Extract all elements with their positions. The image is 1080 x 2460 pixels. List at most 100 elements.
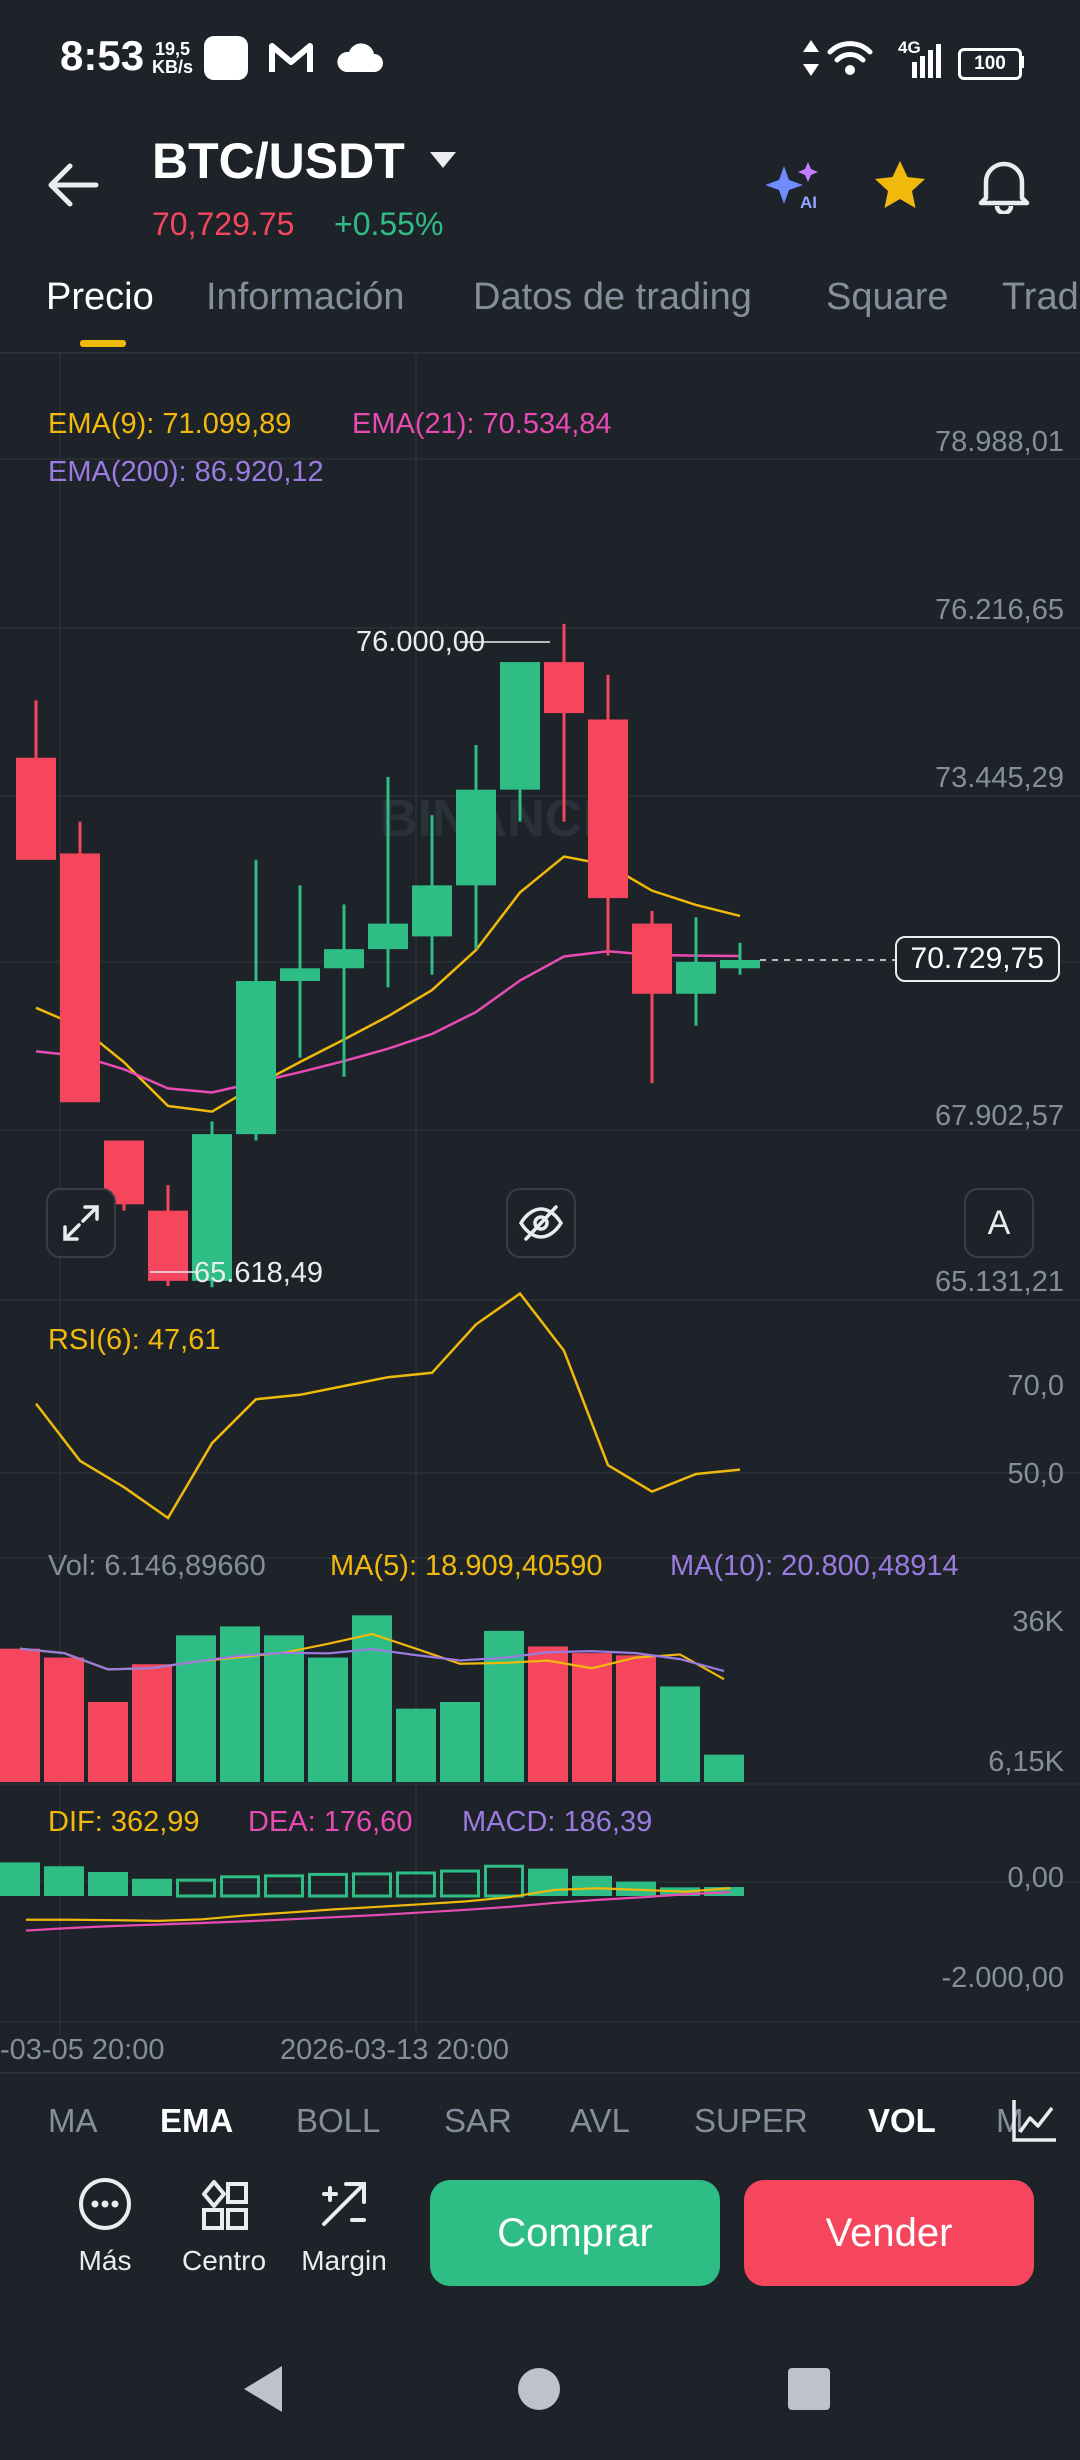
volume-bar — [308, 1657, 348, 1782]
tab-square[interactable]: Square — [826, 276, 949, 318]
margin-label: Margin — [301, 2245, 387, 2276]
volume-ma10-line — [19, 1647, 725, 1673]
hide-indicators-button[interactable] — [506, 1188, 576, 1258]
indicator-tab-vol[interactable]: VOL — [868, 2102, 936, 2139]
macd-axis-label: 0,00 — [1007, 1862, 1064, 1894]
indicator-tab-sar[interactable]: SAR — [444, 2102, 512, 2139]
volume-axis-label: 6,15K — [988, 1746, 1064, 1778]
status-bar: 8:53 19,5 KB/s 4G 100 — [0, 0, 1080, 120]
nav-recents-icon[interactable] — [786, 2366, 832, 2412]
indicator-settings-icon[interactable] — [1010, 2098, 1058, 2144]
battery-tip — [1020, 56, 1024, 68]
ema200-label: EMA(200): 86.920,12 — [48, 456, 324, 488]
macd-value-label: MACD: 186,39 — [462, 1806, 653, 1838]
macd-bar — [484, 1864, 524, 1898]
current-price-tag: 70.729,75 — [894, 936, 1060, 982]
fullscreen-button[interactable] — [46, 1188, 116, 1258]
tab-informacion[interactable]: Información — [206, 276, 405, 318]
candle-body — [192, 1134, 232, 1281]
rsi-label: RSI(6): 47,61 — [48, 1324, 221, 1356]
ema21-label: EMA(21): 70.534,84 — [352, 408, 612, 440]
macd-dif-label: DIF: 362,99 — [48, 1806, 200, 1838]
candle-body — [720, 960, 760, 969]
macd-bar — [308, 1872, 348, 1898]
indicator-tab-ema[interactable]: EMA — [160, 2102, 234, 2139]
network-type: 4G — [898, 38, 921, 57]
svg-text:AI: AI — [800, 193, 817, 212]
network-speed-unit: KB/s — [152, 57, 194, 77]
macd-bar — [132, 1878, 172, 1896]
macd-dif-line — [26, 1887, 731, 1922]
rsi-axis-label: 50,0 — [1007, 1458, 1064, 1490]
volume-ma5-label: MA(5): 18.909,40590 — [330, 1550, 603, 1582]
volume-bar — [572, 1653, 612, 1782]
indicator-tab-avl[interactable]: AVL — [570, 2102, 630, 2139]
gmail-icon — [269, 43, 313, 72]
candle-body — [676, 961, 716, 994]
volume-ma10-label: MA(10): 20.800,48914 — [670, 1550, 959, 1582]
indicator-tab-macd-cut[interactable]: M — [996, 2102, 1024, 2139]
tab-datos-de-trading[interactable]: Datos de trading — [473, 276, 752, 318]
candle-body — [412, 885, 452, 937]
macd-bar — [0, 1862, 40, 1896]
indicator-tab-super[interactable]: SUPER — [694, 2102, 808, 2139]
volume-bar — [352, 1615, 392, 1782]
more-icon — [79, 2178, 131, 2230]
volume-bar — [176, 1635, 216, 1782]
macd-bar — [440, 1869, 480, 1898]
exchange-watermark: BINANCE — [380, 790, 617, 848]
volume-bar — [0, 1648, 40, 1782]
sell-button[interactable]: Vender — [744, 2180, 1034, 2286]
tab-precio[interactable]: Precio — [46, 276, 154, 318]
macd-bar — [88, 1872, 128, 1896]
volume-bar — [264, 1635, 304, 1782]
candle-body — [16, 757, 56, 860]
more-action[interactable]: Más — [70, 2176, 140, 2277]
grid-icon — [202, 2180, 248, 2230]
indicator-tab-boll[interactable]: BOLL — [296, 2102, 381, 2139]
favorite-star-icon[interactable] — [872, 158, 928, 212]
cloud-icon — [337, 43, 383, 72]
nav-back-icon[interactable] — [240, 2362, 286, 2416]
rsi-axis-label: 70,0 — [1007, 1370, 1064, 1402]
margin-action[interactable]: Margin — [296, 2176, 392, 2277]
indicator-tab-ma[interactable]: MA — [48, 2102, 98, 2139]
high-price-label: 76.000,00 — [356, 626, 486, 658]
macd-dea-label: DEA: 176,60 — [248, 1806, 413, 1838]
center-action[interactable]: Centro — [176, 2176, 272, 2277]
wifi-icon — [827, 41, 873, 75]
main-tabs: Precio Información Datos de trading Squa… — [0, 268, 1080, 354]
back-arrow-icon[interactable] — [46, 160, 100, 210]
chart-canvas[interactable]: BINANCE — [0, 354, 1080, 2074]
network-speed: 19,5 KB/s — [152, 40, 193, 76]
candle-body — [588, 719, 628, 899]
macd-bar — [352, 1872, 392, 1898]
candle-body — [236, 981, 276, 1135]
volume-bar — [528, 1646, 568, 1782]
macd-bar — [572, 1875, 612, 1896]
nav-home-icon[interactable] — [516, 2366, 562, 2412]
volume-axis-label: 36K — [1012, 1606, 1064, 1638]
trading-pair-title[interactable]: BTC/USDT — [152, 133, 405, 189]
alert-bell-icon[interactable] — [976, 154, 1032, 214]
volume-label: Vol: 6.146,89660 — [48, 1550, 266, 1582]
macd-bar — [264, 1874, 304, 1898]
margin-icon — [322, 2182, 366, 2226]
volume-bar — [396, 1708, 436, 1782]
candle-body — [324, 949, 364, 969]
active-tab-indicator — [80, 340, 126, 347]
pair-dropdown-icon[interactable] — [428, 150, 458, 170]
buy-button[interactable]: Comprar — [430, 2180, 720, 2286]
auto-scale-button[interactable]: A — [964, 1188, 1034, 1258]
tab-trading-cut[interactable]: Trad — [1002, 276, 1079, 318]
center-label: Centro — [181, 2245, 267, 2276]
macd-bar — [176, 1878, 216, 1898]
volume-bar — [132, 1664, 172, 1782]
volume-bar — [660, 1686, 700, 1782]
price-axis-label: 65.131,21 — [934, 1266, 1064, 1298]
last-price: 70,729.75 — [152, 206, 295, 242]
price-axis-label: 67.902,57 — [934, 1100, 1064, 1132]
price-axis-label: 73.445,29 — [934, 762, 1064, 794]
battery-icon: 100 — [958, 48, 1022, 80]
ai-sparkle-icon[interactable]: AI — [766, 160, 824, 212]
